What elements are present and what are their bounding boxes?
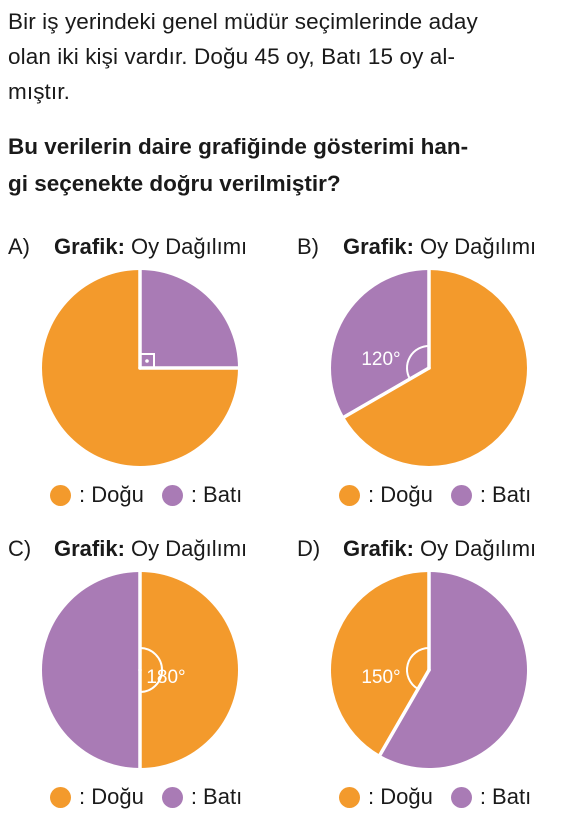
pie-annotations: 150°: [361, 572, 431, 758]
legend: : Doğu : Batı: [339, 784, 531, 810]
angle-label: 120°: [361, 349, 400, 370]
pie-chart-d: 150°: [331, 572, 528, 768]
option-letter: B): [297, 234, 319, 259]
option-c[interactable]: C) Grafik: Oy Dağılımı 180° : Doğu : Batı: [8, 536, 268, 826]
legend-label-dogu: : Doğu: [368, 482, 433, 507]
right-angle-dot: [145, 359, 149, 363]
chart-title-label: Grafik:: [343, 536, 414, 561]
pie-annotations: 120°: [341, 270, 431, 420]
chart-title-label: Grafik:: [343, 234, 414, 259]
pie-chart-a: [42, 270, 241, 466]
legend-swatch-bati: [161, 786, 183, 808]
question-line: mıştır.: [8, 79, 70, 104]
chart-title-label: Grafik:: [54, 536, 125, 561]
legend-swatch-dogu: [339, 484, 360, 506]
question-text: Bir iş yerindeki genel müdür seçimlerind…: [8, 4, 560, 109]
legend-label-bati: : Batı: [190, 482, 243, 507]
pie-slices: [42, 572, 238, 768]
chart-title-label: Grafik:: [54, 234, 125, 259]
question-line: olan iki kişi vardır. Doğu 45 oy, Batı 1…: [8, 44, 456, 69]
legend-swatch-bati: [450, 786, 472, 808]
pie-separator: [377, 668, 431, 758]
angle-arc: [406, 345, 430, 380]
pie-slice-bati: [42, 572, 140, 768]
prompt-line: Bu verilerin daire grafiğinde gösterimi …: [8, 134, 469, 159]
option-header: C) Grafik: Oy Dağılımı: [8, 536, 247, 562]
angle-arc: [139, 647, 163, 693]
legend: : Doğu : Batı: [50, 784, 242, 810]
legend-label-dogu: : Doğu: [79, 784, 144, 809]
prompt-line: gi seçenekte doğru verilmiştir?: [8, 171, 341, 196]
chart-title: Oy Dağılımı: [124, 536, 248, 561]
chart-title: Oy Dağılımı: [413, 234, 537, 259]
option-d[interactable]: D) Grafik: Oy Dağılımı 150° : Doğu : Batı: [297, 536, 557, 826]
legend-swatch-dogu: [339, 786, 360, 808]
legend-swatch-dogu: [50, 484, 71, 506]
option-letter: C): [8, 536, 32, 561]
pie-slice-bati: [380, 572, 528, 768]
option-letter: D): [297, 536, 321, 561]
angle-label: 150°: [361, 667, 400, 688]
pie-slice-dogu: [140, 572, 238, 768]
option-a[interactable]: A) Grafik: Oy Dağılımı : Doğu : Batı: [8, 234, 268, 524]
option-letter: A): [8, 234, 30, 259]
right-angle-mark: [140, 353, 155, 368]
chart-title: Oy Dağılımı: [413, 536, 537, 561]
legend-label-dogu: : Doğu: [79, 482, 144, 507]
angle-label: 180°: [146, 667, 185, 688]
legend-label-bati: : Batı: [479, 482, 532, 507]
legend-label-dogu: : Doğu: [368, 784, 433, 809]
legend-label-bati: : Batı: [190, 784, 243, 809]
pie-annotations: [138, 270, 241, 370]
legend-swatch-dogu: [50, 786, 71, 808]
legend: : Doğu : Batı: [50, 482, 242, 508]
legend: : Doğu : Batı: [339, 482, 531, 508]
legend-swatch-bati: [450, 484, 472, 506]
option-b[interactable]: B) Grafik: Oy Dağılımı 120° : Doğu : Batı: [297, 234, 557, 524]
legend-swatch-bati: [161, 484, 183, 506]
pie-slice-bati: [140, 270, 238, 368]
question-prompt: Bu verilerin daire grafiğinde gösterimi …: [8, 128, 560, 202]
pie-annotations: 180°: [138, 572, 186, 771]
pie-slice-dogu: [344, 270, 528, 466]
pie-separator: [341, 366, 431, 420]
pie-chart-b: 120°: [331, 270, 528, 466]
legend-label-bati: : Batı: [479, 784, 532, 809]
pie-chart-c: 180°: [42, 572, 238, 771]
option-header: B) Grafik: Oy Dağılımı: [297, 234, 536, 260]
option-header: D) Grafik: Oy Dağılımı: [297, 536, 536, 562]
chart-title: Oy Dağılımı: [124, 234, 248, 259]
option-header: A) Grafik: Oy Dağılımı: [8, 234, 247, 260]
question-line: Bir iş yerindeki genel müdür seçimlerind…: [8, 9, 478, 34]
angle-arc: [406, 647, 430, 690]
